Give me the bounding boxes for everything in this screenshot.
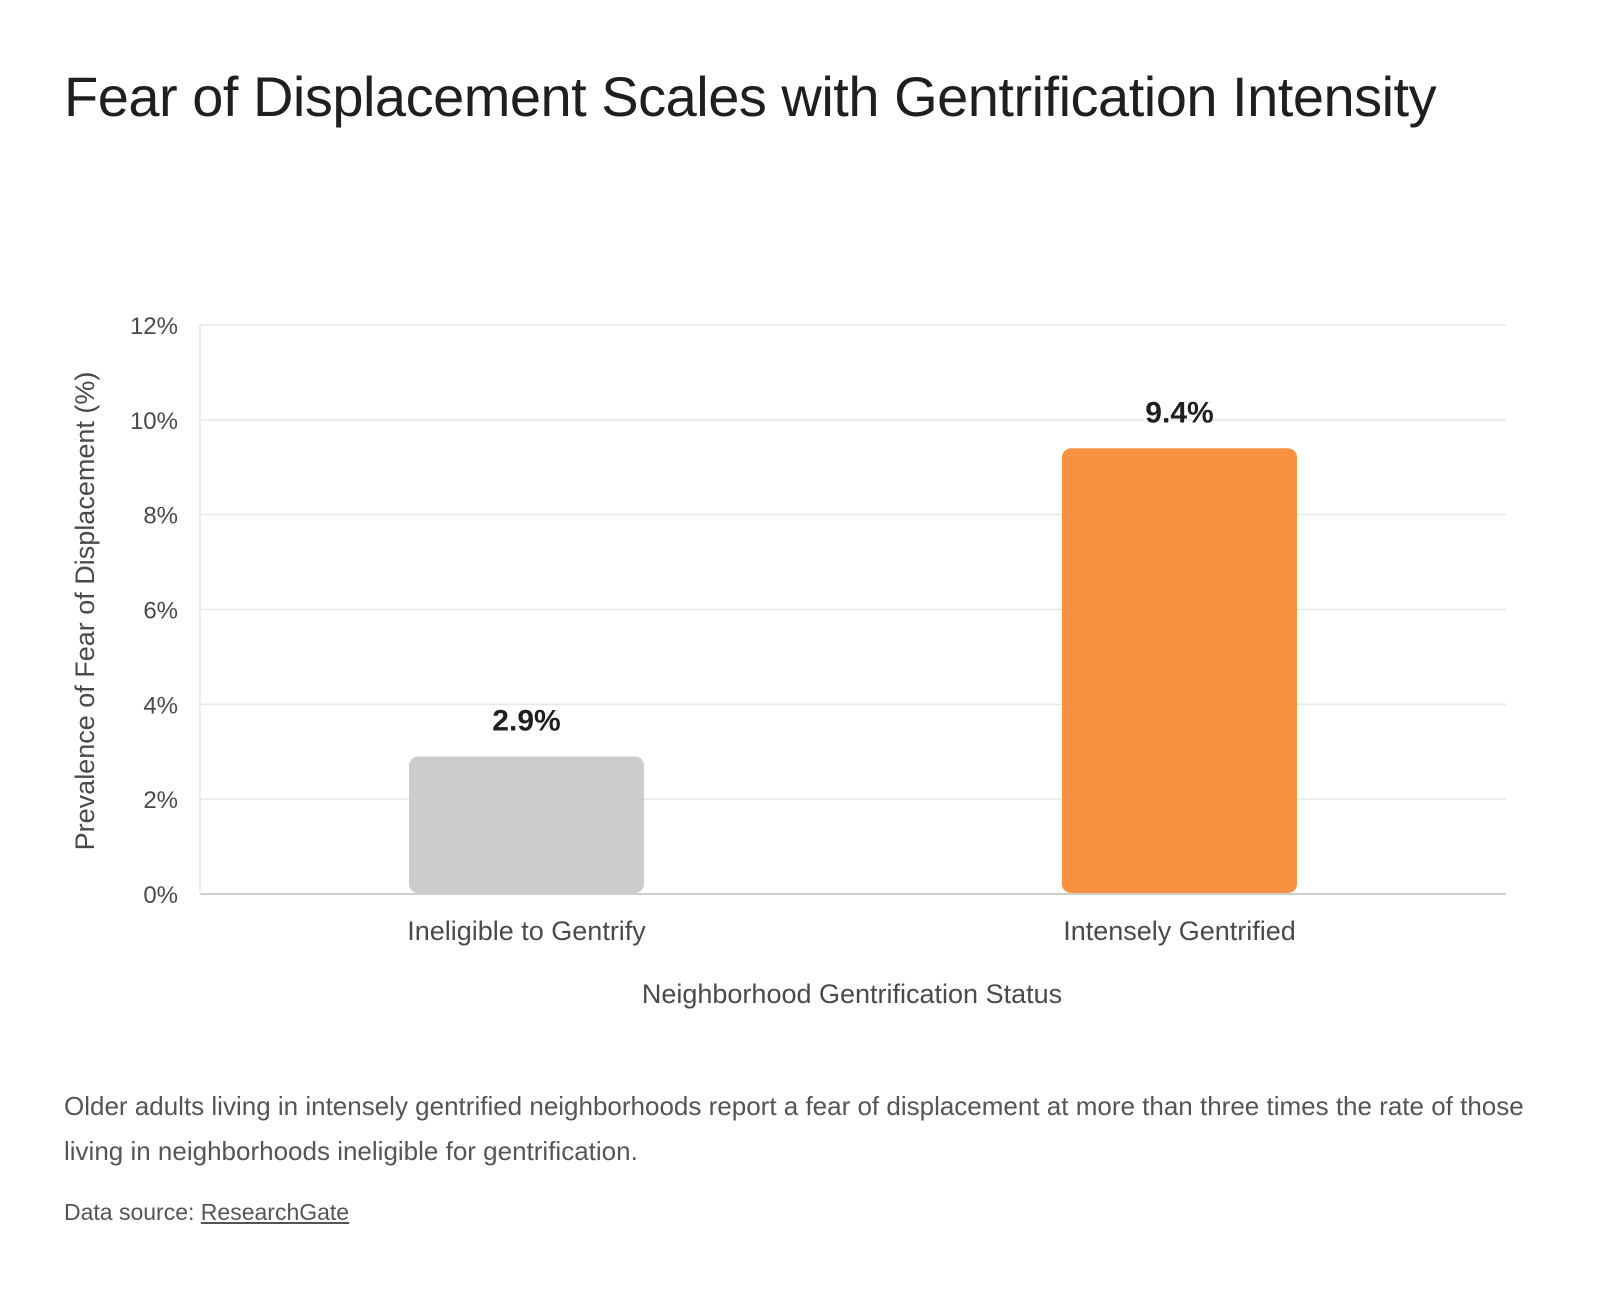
x-axis-title: Neighborhood Gentrification Status: [642, 979, 1062, 1009]
y-axis-ticks: 0% 2% 4% 6% 8% 10% 12%: [130, 313, 178, 909]
data-source: Data source: ResearchGate: [64, 1196, 349, 1228]
y-tick-label: 4%: [143, 692, 178, 719]
bar-chart: 0% 2% 4% 6% 8% 10% 12% 2.9% 9.4% Ineligible to …: [70, 313, 1506, 1009]
chart-caption: Older adults living in intensely gentrif…: [64, 1091, 1524, 1166]
y-axis-title: Prevalence of Fear of Displacement (%): [70, 372, 100, 851]
x-axis-ticks: Ineligible to Gentrify Intensely Gentrifi…: [407, 916, 1296, 946]
y-tick-label: 2%: [143, 787, 178, 814]
bar-value-label: 2.9%: [492, 704, 560, 737]
bars: [409, 448, 1297, 893]
bar-value-label: 9.4%: [1145, 396, 1213, 429]
x-tick-label: Ineligible to Gentrify: [407, 916, 646, 946]
y-tick-label: 10%: [130, 408, 178, 435]
bar: [409, 756, 644, 893]
y-tick-label: 12%: [130, 313, 178, 340]
researchgate-link[interactable]: ResearchGate: [200, 1199, 350, 1225]
y-tick-label: 8%: [143, 503, 178, 530]
x-tick-label: Intensely Gentrified: [1063, 916, 1296, 946]
chart-title: Fear of Displacement Scales with Gentrif…: [64, 65, 1437, 128]
data-source-prefix: Data source:: [64, 1199, 201, 1225]
bar: [1062, 448, 1297, 893]
data-labels: 2.9% 9.4%: [492, 396, 1213, 737]
y-tick-label: 6%: [143, 598, 178, 625]
gridlines: [199, 324, 1506, 895]
y-tick-label: 0%: [143, 882, 178, 909]
